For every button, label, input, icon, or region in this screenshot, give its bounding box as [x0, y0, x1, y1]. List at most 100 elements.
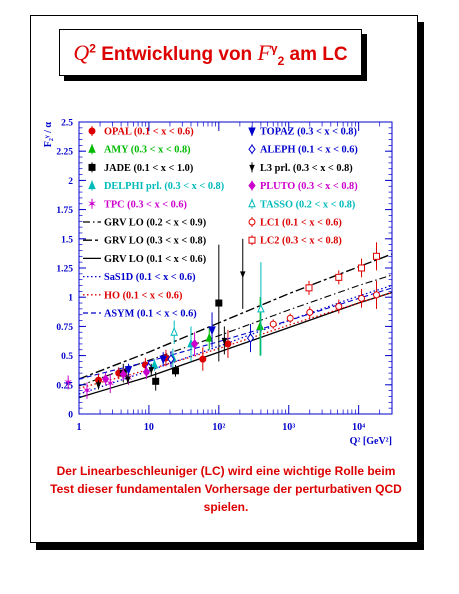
legend-label: TASSO (0.2 < x < 0.8) — [260, 199, 355, 210]
theory-curve — [78, 287, 393, 380]
data-point — [358, 294, 366, 302]
y-axis-label: F₂ᵞ / α — [43, 122, 54, 148]
legend: OPAL (0.1 < x < 0.6) AMY (0.3 < x < 0.8) J… — [83, 126, 358, 320]
legend-label: SaS1D (0.1 < x < 0.6) — [104, 272, 196, 283]
title-f-superscript: γ — [270, 41, 278, 56]
x-tick-label: 10³ — [282, 422, 295, 433]
title-q-exponent: 2 — [89, 41, 96, 56]
y-tick-label: 1 — [68, 294, 73, 304]
y-tick-label: 1.5 — [61, 235, 73, 245]
theory-curve — [78, 284, 393, 395]
data-point — [305, 284, 313, 292]
data-point — [240, 271, 246, 279]
legend-marker — [88, 180, 96, 190]
theory-curve — [78, 291, 393, 399]
y-tick-label: 2.25 — [56, 148, 73, 158]
data-point — [372, 291, 380, 299]
data-point — [167, 354, 175, 364]
legend-marker: ✶ — [87, 197, 97, 211]
legend-marker — [248, 198, 256, 208]
title-text: Entwicklung von — [95, 44, 258, 65]
data-point — [95, 382, 102, 390]
legend-label: TOPAZ (0.3 < x < 0.8) — [260, 127, 357, 138]
data-point — [124, 366, 133, 375]
legend-label: GRV LO (0.2 < x < 0.9) — [104, 218, 206, 229]
plot-area: ✶✶✶✶ — [63, 238, 393, 399]
legend-label: LC2 (0.3 < x < 0.8) — [260, 236, 342, 247]
title-q-symbol: Q — [73, 40, 90, 65]
data-point — [101, 374, 110, 384]
data-point — [159, 355, 167, 365]
data-point — [171, 367, 179, 375]
data-point — [119, 369, 127, 380]
legend-label: DELPHI prl. (0.3 < x < 0.8) — [104, 181, 224, 192]
slide-title: Q2 Entwicklung von Fγ2 am LC — [59, 29, 362, 76]
legend-label: PLUTO (0.3 < x < 0.8) — [260, 181, 358, 192]
x-tick-label: 10 — [144, 422, 154, 433]
y-tick-label: 0.75 — [56, 323, 73, 333]
data-point — [215, 299, 223, 307]
data-point — [199, 355, 207, 363]
title-f-subscript: 2 — [277, 53, 285, 68]
title-f-symbol: F — [257, 40, 271, 65]
data-point — [372, 252, 380, 260]
data-point — [335, 303, 343, 311]
poster-frame — [30, 15, 418, 543]
data-point — [190, 339, 199, 349]
y-tick-label: 2 — [68, 177, 73, 187]
x-axis-label: Q² [GeV²] — [350, 436, 392, 447]
legend-marker — [88, 163, 96, 171]
legend-label: OPAL (0.1 < x < 0.6) — [104, 127, 194, 138]
data-point — [125, 376, 131, 384]
caption-text: Der Linearbeschleuniger (LC) wird eine w… — [50, 464, 402, 514]
legend-marker — [248, 218, 256, 226]
data-point — [306, 308, 314, 316]
data-series — [305, 242, 380, 295]
axes: 0 0.25 0.5 0.75 1 1.25 1.5 1.75 2 2.25 2.5 1 10 10² 10… — [43, 119, 393, 447]
data-series — [170, 262, 265, 356]
data-point: ✶ — [63, 375, 73, 389]
data-point — [257, 303, 265, 313]
legend-label: HO (0.1 < x < 0.6) — [104, 290, 182, 301]
data-point — [152, 377, 160, 385]
theory-curve — [78, 291, 393, 389]
data-point — [221, 337, 228, 345]
data-point — [335, 273, 343, 281]
data-point — [142, 367, 151, 377]
legend-label: ALEPH (0.1 < x < 0.6) — [260, 145, 358, 156]
data-series — [95, 238, 246, 390]
y-tick-label: 1.75 — [56, 206, 73, 216]
title-suffix: am LC — [284, 44, 348, 65]
x-tick-label: 10² — [212, 422, 225, 433]
data-point — [246, 333, 255, 343]
legend-label: GRV LO (0.1 < x < 0.6) — [104, 254, 206, 265]
data-series — [124, 312, 216, 376]
data-point: ✶ — [82, 384, 92, 398]
legend-marker — [88, 143, 96, 153]
data-point: ✶ — [105, 377, 115, 391]
data-point — [256, 321, 264, 330]
legend-label: L3 prl. (0.3 < x < 0.8) — [260, 163, 353, 174]
data-point — [150, 359, 159, 369]
legend-marker — [248, 144, 256, 155]
legend-label: TPC (0.3 < x < 0.6) — [104, 199, 187, 210]
y-tick-label: 0.5 — [61, 352, 73, 362]
data-point — [148, 367, 154, 374]
x-tick-label: 1 — [77, 422, 82, 433]
data-point — [224, 340, 232, 348]
legend-label: AMY (0.3 < x < 0.8) — [104, 145, 191, 156]
legend-marker — [248, 180, 256, 191]
data-point — [269, 320, 277, 328]
legend-label: LC1 (0.1 < x < 0.6) — [260, 218, 342, 229]
legend-label: JADE (0.1 < x < 1.0) — [104, 163, 193, 174]
legend-label: GRV LO (0.3 < x < 0.8) — [104, 236, 206, 247]
data-series — [269, 280, 380, 329]
legend-marker — [249, 164, 255, 172]
data-point — [286, 314, 294, 322]
data-point — [358, 264, 366, 272]
y-tick-label: 2.5 — [61, 119, 73, 129]
data-point — [208, 326, 216, 336]
legend-marker — [248, 127, 256, 137]
legend-label: ASYM (0.1 < x < 0.6) — [104, 309, 197, 320]
